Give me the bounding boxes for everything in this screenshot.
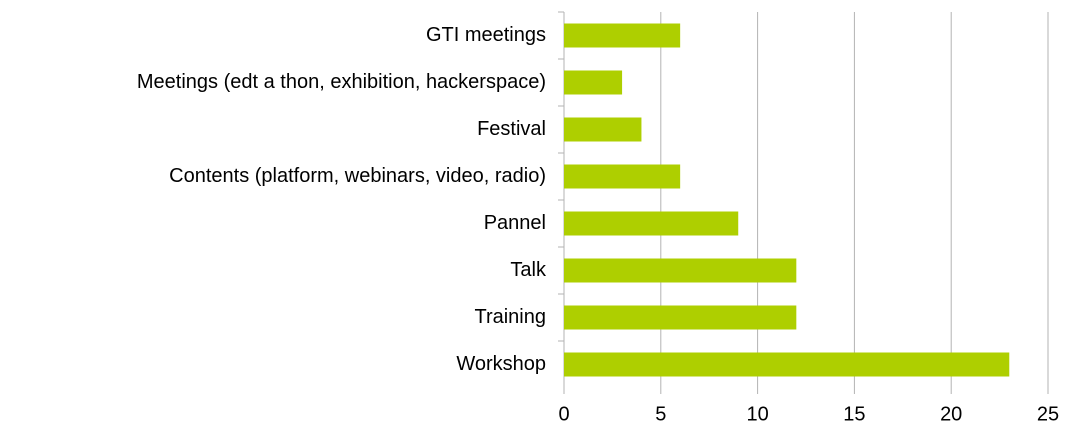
bar [564,164,681,189]
bar [564,305,797,330]
bar [564,23,681,48]
bar [564,70,623,95]
y-tick-label: Workshop [456,353,546,375]
y-tick-label: Talk [510,259,547,281]
x-tick-label: 25 [1037,403,1059,425]
x-tick-label: 20 [940,403,962,425]
y-tick-label: Training [474,306,546,328]
bar [564,117,642,142]
x-tick-label: 10 [746,403,768,425]
bar [564,352,1010,377]
y-tick-label: Festival [477,118,546,140]
y-tick-label: Pannel [484,212,546,234]
bar [564,211,739,236]
y-tick-label: Contents (platform, webinars, video, rad… [169,165,546,187]
bar [564,258,797,283]
x-tick-label: 5 [655,403,666,425]
x-tick-label: 0 [558,403,569,425]
x-tick-label: 15 [843,403,865,425]
y-tick-label: GTI meetings [426,24,546,46]
y-tick-label: Meetings (edt a thon, exhibition, hacker… [137,71,546,93]
